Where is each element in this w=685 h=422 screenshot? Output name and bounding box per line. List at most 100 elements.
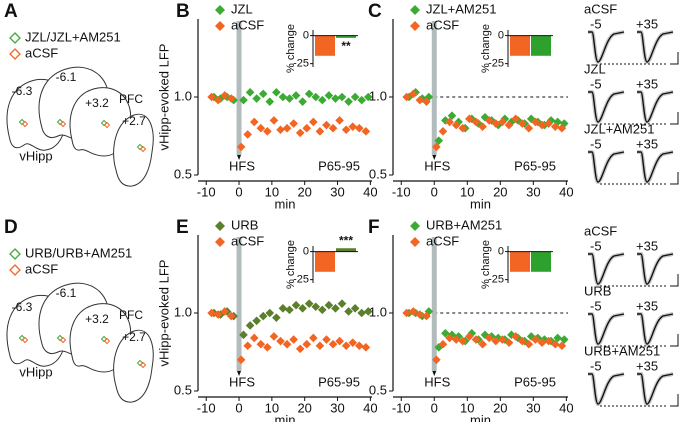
data-point bbox=[239, 330, 248, 340]
data-point bbox=[458, 336, 468, 346]
data-point bbox=[256, 123, 266, 133]
data-point bbox=[432, 142, 441, 152]
data-point bbox=[441, 328, 450, 338]
data-point bbox=[337, 299, 347, 308]
data-point bbox=[265, 308, 275, 318]
x-tick-label: 0 bbox=[431, 184, 438, 199]
data-point bbox=[531, 335, 540, 344]
data-point bbox=[408, 89, 418, 99]
data-point bbox=[415, 95, 425, 105]
data-point bbox=[465, 332, 474, 341]
inset-y-label: % change bbox=[480, 240, 492, 289]
region-label: vHipp bbox=[19, 364, 52, 379]
data-point bbox=[458, 123, 468, 133]
data-point bbox=[252, 316, 261, 326]
data-point bbox=[331, 304, 340, 313]
trace bbox=[588, 151, 625, 183]
event-marker bbox=[237, 155, 242, 160]
data-point bbox=[491, 336, 501, 346]
brain-slice bbox=[113, 113, 154, 187]
data-point bbox=[454, 332, 463, 341]
data-point bbox=[344, 97, 353, 106]
scale-bar bbox=[670, 172, 679, 185]
event-bar bbox=[236, 237, 242, 371]
data-point bbox=[511, 114, 520, 124]
site-mark bbox=[18, 118, 26, 126]
data-point bbox=[285, 94, 294, 103]
data-point bbox=[322, 120, 331, 130]
data-point bbox=[213, 310, 223, 319]
x-tick-label: 20 bbox=[493, 400, 507, 415]
inset-bar bbox=[315, 251, 335, 272]
data-point bbox=[531, 117, 540, 127]
data-point bbox=[445, 117, 454, 127]
y-tick-label: 0.5 bbox=[369, 166, 387, 181]
x-tick-label: 0 bbox=[235, 400, 242, 415]
y-tick-label: 1.0 bbox=[174, 88, 192, 103]
data-point bbox=[337, 92, 347, 102]
data-point bbox=[322, 335, 331, 344]
data-point bbox=[213, 95, 223, 105]
data-point bbox=[511, 332, 520, 341]
data-point bbox=[324, 300, 334, 310]
data-point bbox=[272, 88, 281, 97]
legend-marker bbox=[410, 237, 420, 247]
data-point bbox=[363, 92, 373, 102]
data-point bbox=[526, 332, 536, 341]
legend-marker bbox=[215, 21, 225, 31]
data-point bbox=[355, 123, 364, 133]
x-tick-label: 20 bbox=[493, 184, 507, 199]
data-point bbox=[498, 117, 507, 127]
inset-tick-label: 0 bbox=[303, 246, 309, 258]
scale-bar bbox=[670, 334, 679, 347]
scale-bar bbox=[670, 394, 679, 407]
inset-tick-label: -25 bbox=[293, 274, 309, 286]
x-tick-label: 20 bbox=[297, 400, 311, 415]
data-point bbox=[524, 339, 534, 349]
site-mark bbox=[100, 335, 108, 343]
data-point bbox=[276, 125, 285, 135]
legend-label: URB/URB+AM251 bbox=[25, 245, 132, 260]
trace-condition: JZL bbox=[584, 61, 606, 76]
inset-tick-label: 0 bbox=[498, 246, 504, 258]
data-point bbox=[245, 88, 255, 97]
slice-label: -6.3 bbox=[12, 300, 33, 314]
y-tick-label: 0.5 bbox=[174, 382, 192, 397]
data-point bbox=[451, 120, 461, 130]
data-point bbox=[537, 120, 547, 130]
data-point bbox=[357, 95, 367, 105]
trace-time: -5 bbox=[590, 238, 602, 253]
data-point bbox=[478, 339, 487, 349]
site-mark bbox=[136, 143, 144, 151]
data-point bbox=[318, 95, 327, 105]
x-tick-label: 30 bbox=[330, 400, 344, 415]
data-point bbox=[331, 94, 340, 103]
data-point bbox=[348, 122, 358, 131]
data-point bbox=[249, 117, 259, 127]
data-point bbox=[207, 92, 216, 102]
data-point bbox=[258, 89, 268, 99]
data-point bbox=[422, 97, 431, 106]
x-axis-label: min bbox=[275, 196, 296, 211]
inset-bar bbox=[315, 35, 335, 56]
data-point bbox=[298, 304, 307, 313]
data-point bbox=[478, 122, 487, 131]
event-label: HFS bbox=[424, 158, 450, 173]
x-tick-label: 30 bbox=[330, 184, 344, 199]
trace bbox=[637, 31, 674, 63]
site-mark bbox=[21, 336, 29, 344]
data-point bbox=[291, 300, 301, 310]
trace bbox=[637, 91, 674, 123]
legend-marker bbox=[9, 48, 21, 60]
legend-marker bbox=[410, 221, 420, 231]
legend-marker bbox=[215, 237, 225, 247]
legend-marker bbox=[9, 248, 21, 260]
data-point bbox=[272, 313, 281, 322]
data-point bbox=[220, 91, 230, 100]
x-tick-label: 30 bbox=[526, 400, 540, 415]
data-point bbox=[289, 119, 298, 128]
data-point bbox=[504, 120, 514, 130]
inset-y-label: % change bbox=[285, 24, 297, 73]
data-point bbox=[441, 116, 450, 125]
